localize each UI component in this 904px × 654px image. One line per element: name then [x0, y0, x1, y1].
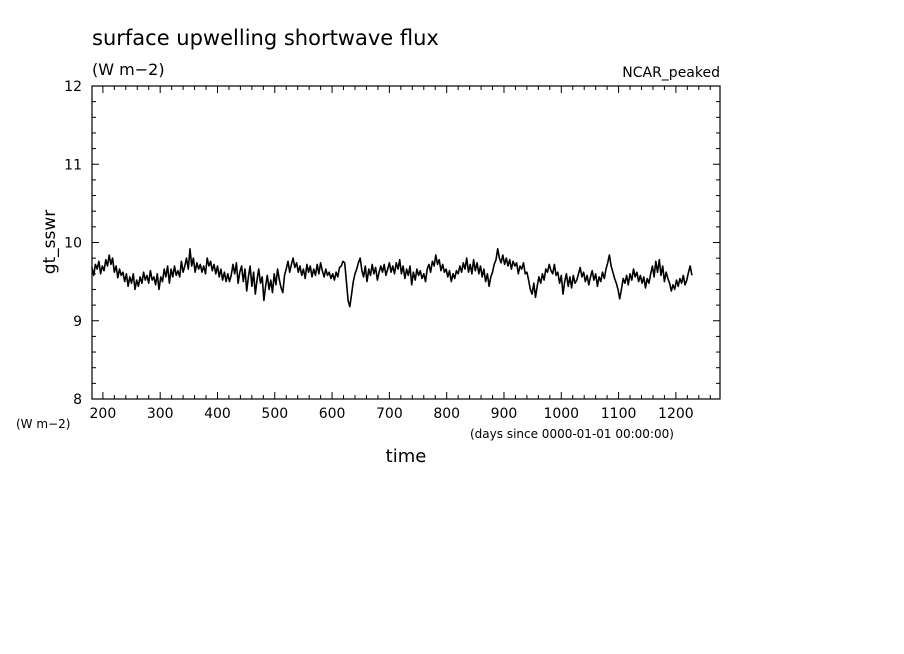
x-tick-label: 400: [204, 406, 231, 422]
data-series-line: [91, 248, 693, 308]
x-tick-label: 1200: [658, 406, 694, 422]
x-tick-label: 200: [90, 406, 117, 422]
x-tick-label: 1100: [601, 406, 637, 422]
y-tick-label: 11: [64, 157, 82, 173]
x-tick-label: 300: [147, 406, 174, 422]
chart-tag: NCAR_peaked: [622, 65, 720, 81]
x-axis-units: (days since 0000-01-01 00:00:00): [470, 427, 674, 441]
y-tick-label: 12: [64, 79, 82, 95]
y-axis-units: (W m−2): [16, 417, 70, 431]
axis-ticks: [92, 85, 720, 400]
x-tick-label: 900: [491, 406, 518, 422]
x-axis-label: time: [386, 446, 427, 467]
chart-title: surface upwelling shortwave flux: [92, 26, 439, 50]
x-tick-label: 700: [376, 406, 403, 422]
y-axis-label: gt_sswr: [40, 210, 60, 275]
x-tick-label: 500: [261, 406, 288, 422]
y-tick-label: 8: [73, 392, 82, 408]
y-tick-label: 10: [64, 236, 82, 252]
x-tick-label: 800: [433, 406, 460, 422]
x-tick-label: 600: [319, 406, 346, 422]
x-tick-labels: 200 300 400 500 600 700 800 900 1000 1100 1200: [90, 406, 694, 422]
chart-units: (W m−2): [92, 60, 165, 79]
x-tick-label: 1000: [543, 406, 579, 422]
y-tick-label: 9: [73, 314, 82, 330]
plot-frame: [91, 85, 721, 400]
y-tick-labels: 8 9 10 11 12: [64, 79, 82, 408]
